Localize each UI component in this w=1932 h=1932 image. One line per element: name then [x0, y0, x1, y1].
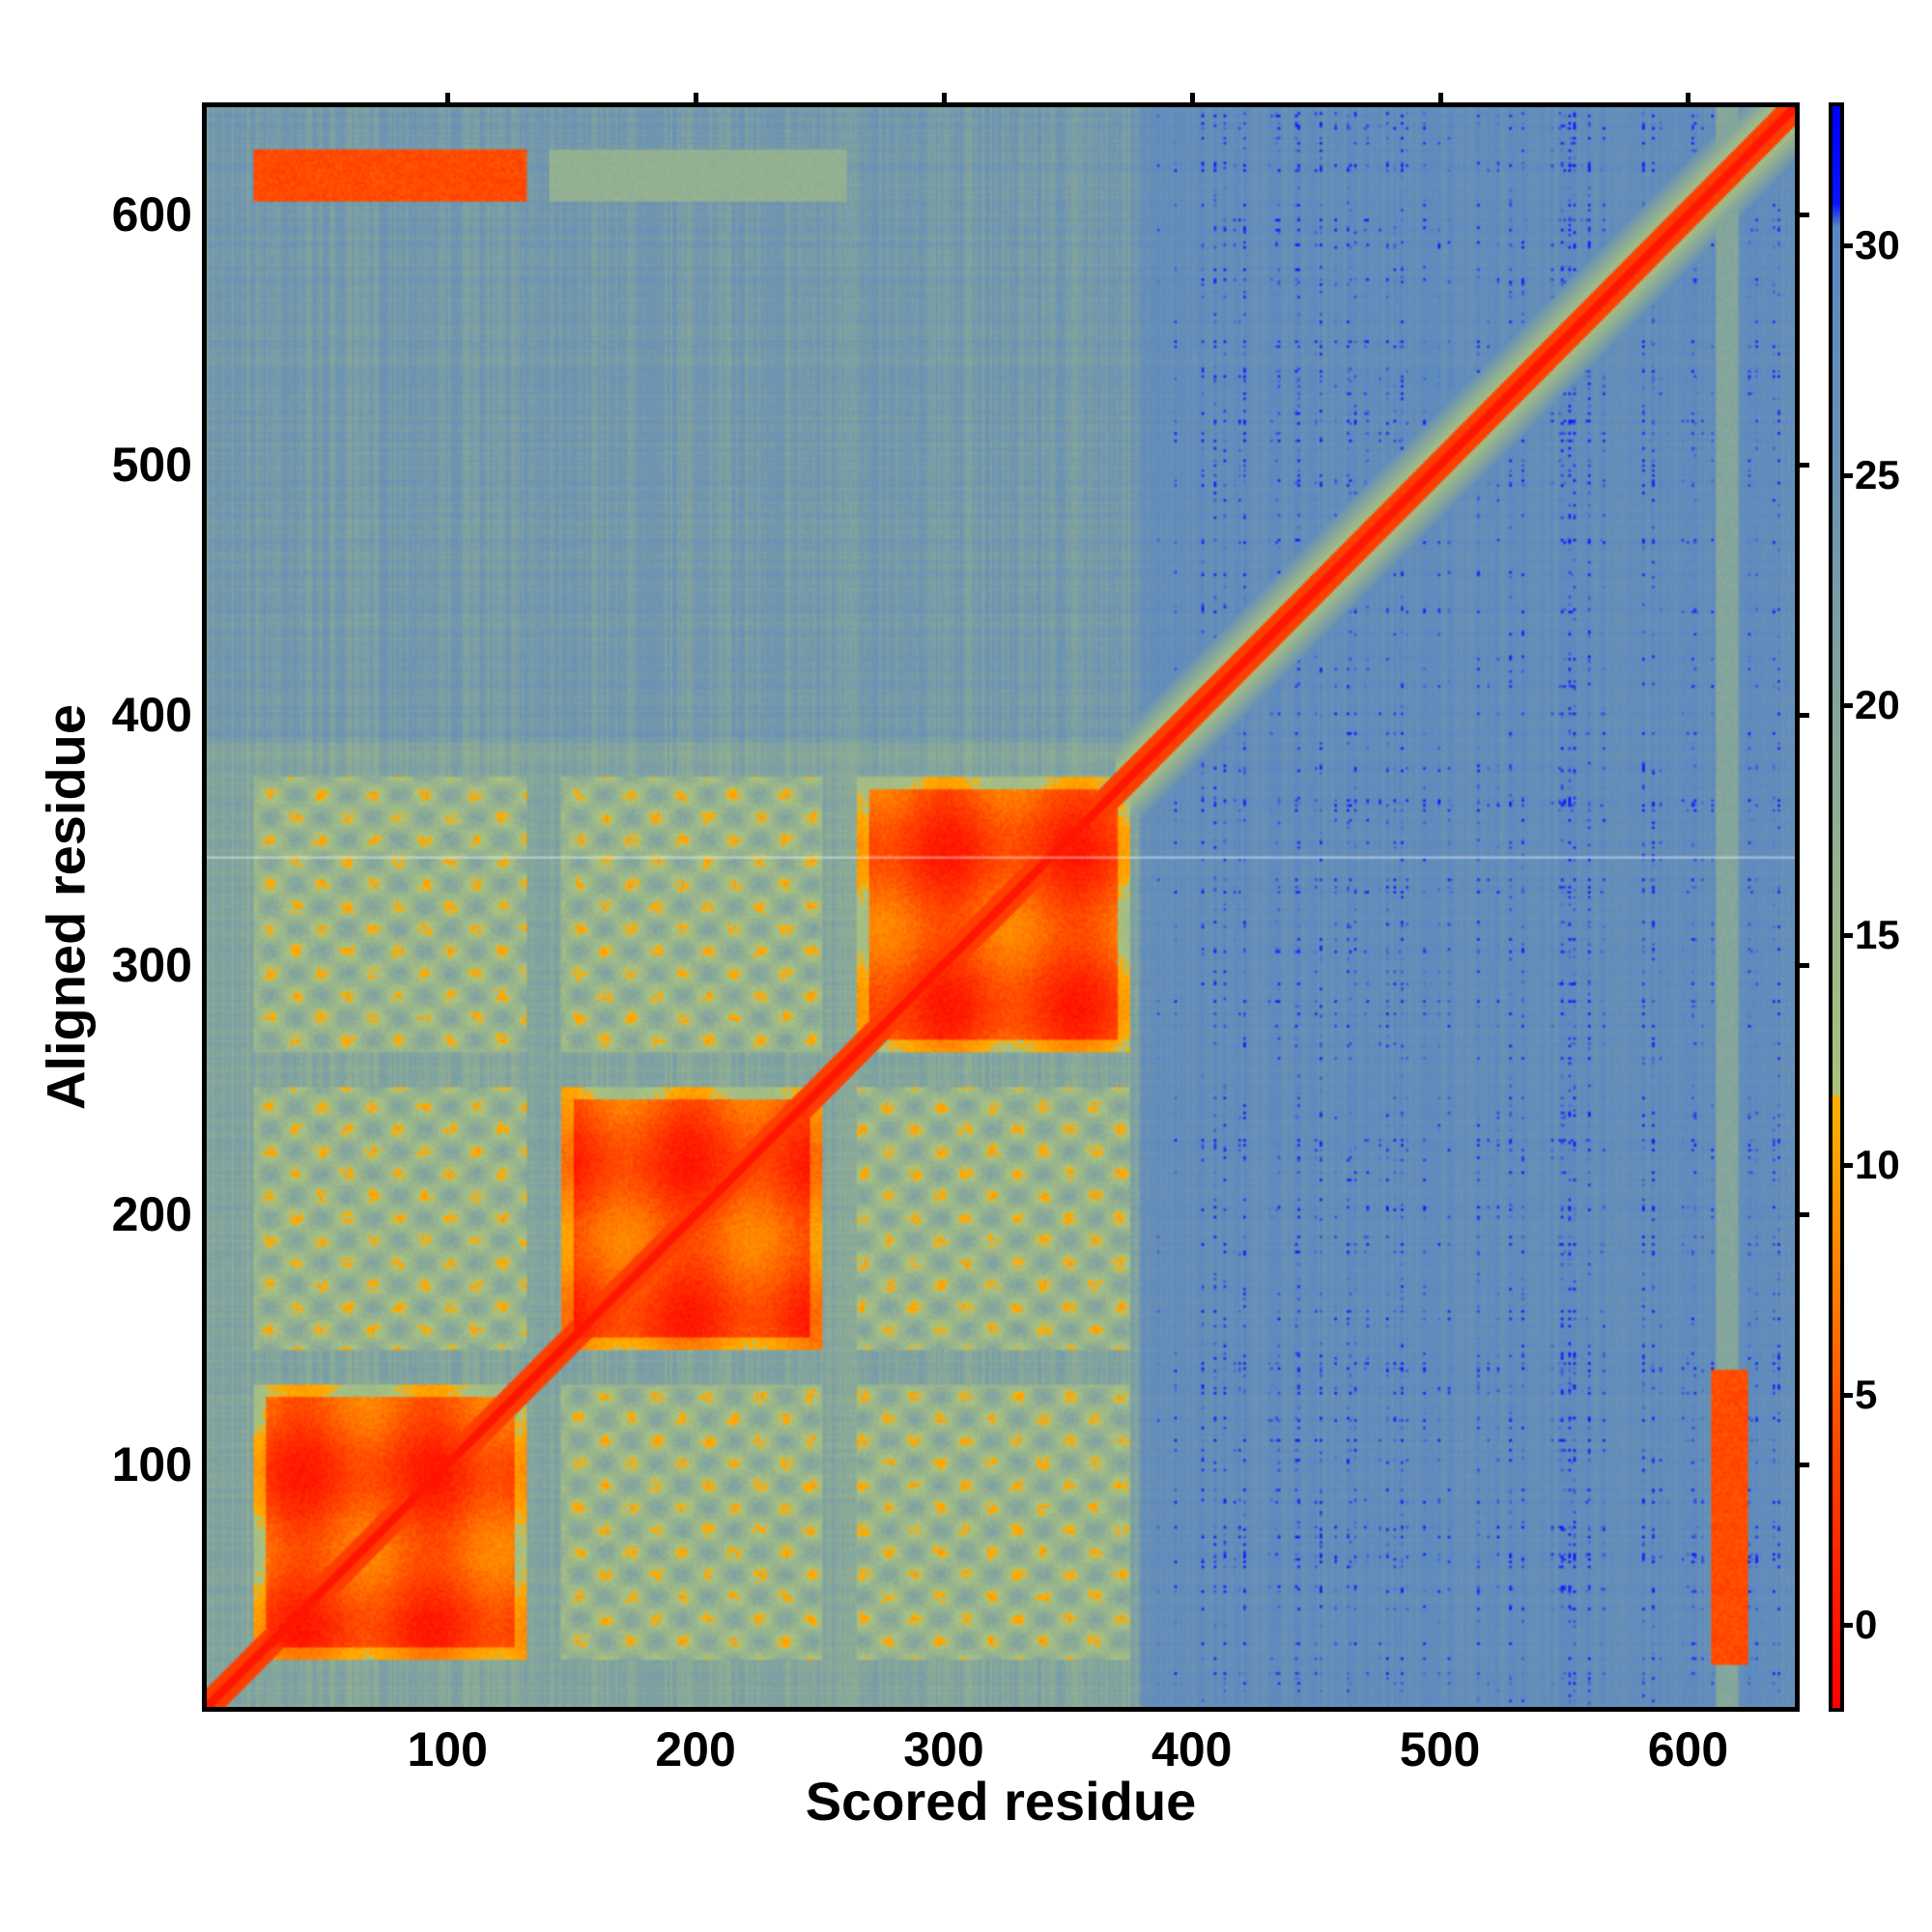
colorbar-tick — [1844, 1162, 1853, 1168]
colorbar-tick — [1844, 1392, 1853, 1398]
x-tick-top — [1437, 93, 1443, 102]
colorbar — [1829, 102, 1844, 1712]
x-tick-top — [694, 93, 699, 102]
y-tick-right — [1800, 463, 1809, 469]
y-tick-right — [1800, 213, 1809, 218]
colorbar-tick-label: 0 — [1855, 1601, 1878, 1647]
x-tick-label: 100 — [407, 1722, 488, 1776]
colorbar-tick — [1844, 242, 1853, 248]
x-tick-label: 400 — [1151, 1722, 1233, 1776]
x-tick-label: 600 — [1647, 1722, 1729, 1776]
colorbar-tick-label: 15 — [1855, 911, 1900, 957]
colorbar-tick-label: 20 — [1855, 681, 1900, 727]
y-tick-label: 600 — [111, 187, 192, 242]
y-tick-right — [1800, 712, 1809, 718]
x-axis-title: Scored residue — [805, 1771, 1197, 1832]
y-axis-title: Aligned residue — [35, 703, 97, 1111]
y-tick-label: 400 — [111, 687, 192, 742]
colorbar-tick-label: 25 — [1855, 451, 1900, 497]
x-tick-label: 200 — [655, 1722, 736, 1776]
x-tick-label: 300 — [903, 1722, 984, 1776]
y-tick-right — [1800, 1462, 1809, 1467]
y-tick-label: 100 — [111, 1436, 192, 1492]
x-tick-top — [941, 93, 947, 102]
colorbar-tick — [1844, 702, 1853, 708]
colorbar-tick — [1844, 1622, 1853, 1628]
y-tick-label: 300 — [111, 937, 192, 992]
y-tick-label: 200 — [111, 1187, 192, 1242]
pae-heatmap — [207, 107, 1795, 1707]
colorbar-tick-label: 10 — [1855, 1141, 1900, 1187]
colorbar-tick-label: 30 — [1855, 221, 1900, 268]
heatmap-plot-area — [202, 102, 1800, 1712]
colorbar-tick — [1844, 932, 1853, 938]
y-tick-right — [1800, 962, 1809, 968]
x-tick-label: 500 — [1399, 1722, 1481, 1776]
x-tick-top — [445, 93, 451, 102]
x-tick-top — [1189, 93, 1195, 102]
y-tick-right — [1800, 1212, 1809, 1218]
colorbar-gradient — [1833, 106, 1840, 1708]
x-tick-top — [1686, 93, 1691, 102]
colorbar-tick-label: 5 — [1855, 1371, 1878, 1417]
y-tick-label: 500 — [111, 438, 192, 493]
colorbar-tick — [1844, 472, 1853, 478]
